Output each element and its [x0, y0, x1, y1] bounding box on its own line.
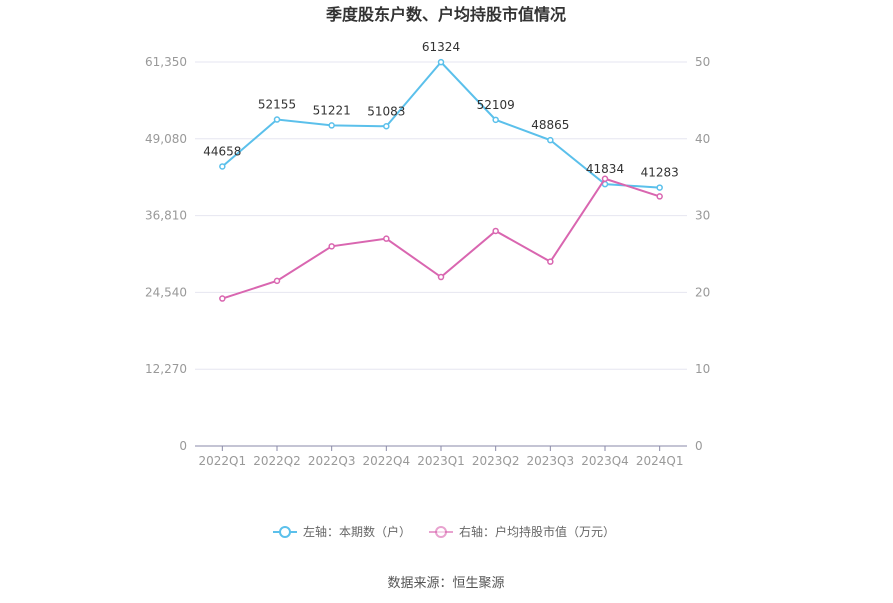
data-label: 51083 [367, 104, 405, 118]
series-layer: 44658 52155 51221 51083 61324 52109 48865 41834… [203, 40, 679, 302]
x-tick-label: 2022Q2 [253, 454, 301, 468]
series-line [222, 177, 660, 300]
x-tick-label: 2022Q4 [363, 454, 411, 468]
data-point [328, 243, 335, 250]
legend-item[interactable]: 左轴：本期数（户） [273, 524, 411, 539]
right-axis: 0 10 20 30 40 50 [695, 55, 710, 453]
legend-label: 右轴：户均持股市值（万元） [459, 524, 615, 539]
data-label: 61324 [422, 40, 460, 54]
x-tick-label: 2023Q1 [417, 454, 465, 468]
data-label: 51221 [313, 103, 351, 117]
data-label: 52155 [258, 98, 296, 112]
source-text: 数据来源：恒生聚源 [387, 576, 504, 591]
data-point [492, 116, 499, 124]
data-label: 44658 [203, 144, 241, 158]
y-right-tick-label: 20 [695, 285, 710, 299]
data-point [219, 163, 226, 170]
legend-marker [279, 526, 291, 538]
x-tick-label: 2022Q1 [199, 454, 247, 468]
chart-title: 季度股东户数、户均持股市值情况 [325, 5, 566, 24]
x-tick-label: 2024Q1 [636, 454, 684, 468]
data-label: 48865 [531, 118, 569, 132]
x-tick-label: 2023Q4 [581, 454, 629, 468]
data-point [437, 273, 445, 281]
data-point [656, 193, 663, 200]
data-point [492, 227, 499, 235]
data-point [219, 295, 226, 302]
legend[interactable]: 左轴：本期数（户） 右轴：户均持股市值（万元） [273, 524, 615, 539]
data-point [383, 123, 390, 130]
y-right-tick-label: 10 [695, 362, 710, 376]
series-2 [219, 175, 663, 302]
legend-item[interactable]: 右轴：户均持股市值（万元） [429, 524, 615, 539]
y-left-tick-label: 24,540 [145, 285, 187, 299]
data-point [383, 235, 390, 242]
data-point [547, 258, 554, 265]
legend-label: 左轴：本期数（户） [303, 524, 411, 539]
data-point [547, 136, 554, 144]
data-point [656, 184, 663, 191]
series-1: 44658 52155 51221 51083 61324 52109 48865 41834… [203, 40, 679, 191]
y-right-tick-label: 0 [695, 439, 703, 453]
legend-marker [435, 526, 447, 538]
y-left-tick-label: 0 [179, 439, 187, 453]
x-tick-label: 2023Q2 [472, 454, 520, 468]
y-left-tick-label: 36,810 [145, 209, 187, 223]
data-point [273, 277, 281, 285]
y-left-tick-label: 12,270 [145, 362, 187, 376]
data-label: 41283 [641, 166, 679, 180]
y-right-tick-label: 40 [695, 132, 710, 146]
x-axis: 2022Q1 2022Q2 2022Q3 2022Q4 2023Q1 2023Q2 2023… [195, 445, 687, 468]
data-label: 52109 [477, 98, 515, 112]
data-label: 41834 [586, 162, 624, 176]
data-point [328, 122, 335, 129]
y-right-tick-label: 50 [695, 55, 710, 69]
left-axis: 0 12,270 24,540 36,810 49,080 61,350 [145, 55, 187, 453]
x-tick-label: 2022Q3 [308, 454, 356, 468]
x-tick-label: 2023Q3 [527, 454, 575, 468]
y-right-tick-label: 30 [695, 209, 710, 223]
y-left-tick-label: 61,350 [145, 55, 187, 69]
data-point [437, 58, 445, 66]
data-point [273, 116, 281, 123]
y-left-tick-label: 49,080 [145, 132, 187, 146]
data-point [601, 175, 609, 182]
